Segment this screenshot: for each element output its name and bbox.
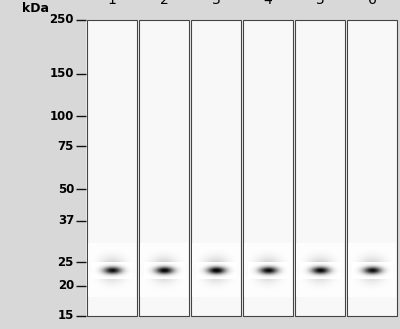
Text: 4: 4 xyxy=(264,0,272,7)
Bar xyxy=(191,20,241,316)
Text: 50: 50 xyxy=(58,183,74,196)
Bar xyxy=(243,20,293,316)
Text: 25: 25 xyxy=(58,256,74,268)
Text: 2: 2 xyxy=(160,0,168,7)
Text: 6: 6 xyxy=(368,0,376,7)
Text: 75: 75 xyxy=(58,140,74,153)
Text: 3: 3 xyxy=(212,0,220,7)
Text: 37: 37 xyxy=(58,214,74,227)
Bar xyxy=(347,20,397,316)
Text: 20: 20 xyxy=(58,279,74,292)
Text: 1: 1 xyxy=(108,0,116,7)
Text: 5: 5 xyxy=(316,0,324,7)
Bar xyxy=(87,20,137,316)
Bar xyxy=(139,20,189,316)
Text: 250: 250 xyxy=(50,13,74,26)
Text: 100: 100 xyxy=(50,110,74,123)
Text: 15: 15 xyxy=(58,309,74,322)
Text: 150: 150 xyxy=(50,67,74,80)
Bar xyxy=(295,20,345,316)
Text: kDa: kDa xyxy=(22,2,49,15)
